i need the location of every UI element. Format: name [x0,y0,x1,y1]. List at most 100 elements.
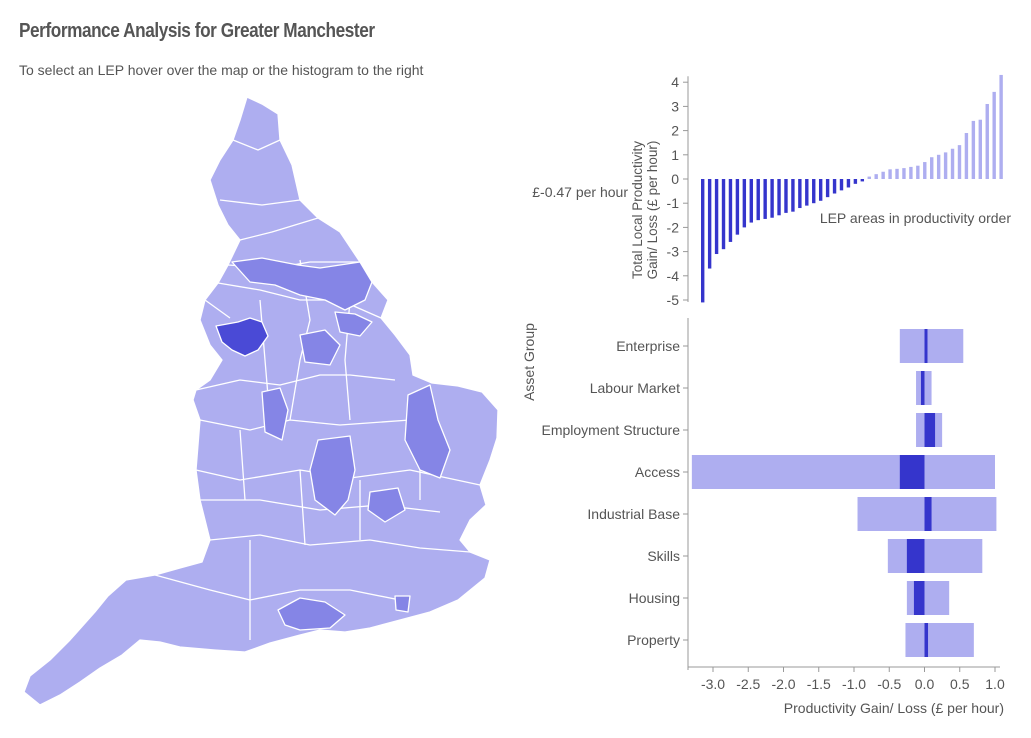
histogram-bar[interactable] [756,179,760,221]
asset-range-bar[interactable] [899,329,964,363]
asset-group-label: Enterprise [616,338,680,354]
histogram-y-tick-label: -4 [667,268,680,284]
asset-range-bar[interactable] [905,623,974,657]
asset-group-label: Skills [647,548,680,564]
histogram-y-tick-label: -5 [667,292,680,308]
map-region-black-country [261,387,289,441]
histogram-bar[interactable] [930,157,934,179]
asset-group-label: Access [635,464,680,480]
histogram-bar[interactable] [860,179,865,182]
histogram-bar[interactable] [784,179,788,213]
histogram-bar[interactable] [999,74,1003,179]
histogram-bar[interactable] [916,165,920,179]
histogram-bar[interactable] [763,179,767,219]
asset-range-bar[interactable] [906,581,950,615]
map-region-north-yorkshire [231,257,373,311]
histogram-bar[interactable] [867,176,871,179]
map-region-humber [334,311,373,337]
asset-value-bar[interactable] [924,497,932,531]
histogram-bar[interactable] [721,179,726,250]
histogram-bar[interactable] [950,148,955,179]
asset-value-bar[interactable] [924,623,929,657]
asset-x-tick-label: -1.0 [842,676,866,692]
histogram-bar[interactable] [923,162,927,179]
histogram-ylabel-line2: Gain/ Loss (£ per hour) [645,141,660,280]
map-england-outline [23,96,499,706]
asset-group-ylabel: Asset Group [521,323,537,401]
asset-value-bar[interactable] [913,581,925,615]
histogram-bar[interactable] [888,169,892,179]
asset-x-tick-label: -3.0 [701,676,725,692]
asset-range-bar[interactable] [887,539,983,573]
histogram-bar[interactable] [770,179,774,218]
map-region-east [404,384,451,479]
histogram-bar[interactable] [846,179,851,188]
histogram-y-tick-label: 1 [671,147,679,163]
lep-histogram-chart[interactable]: Total Local Productivity Gain/ Loss (£ p… [500,60,1031,320]
histogram-bar[interactable] [818,179,823,201]
histogram-bar[interactable] [853,179,858,184]
histogram-bar[interactable] [971,120,976,179]
asset-x-tick-label: -0.5 [877,676,901,692]
histogram-bar[interactable] [839,179,844,191]
map-region-leeds [299,329,341,366]
histogram-bar[interactable] [812,179,816,204]
histogram-bar[interactable] [707,179,712,269]
histogram-y-tick-label: 3 [671,98,679,114]
asset-group-label: Industrial Base [587,506,680,522]
histogram-bar[interactable] [902,168,906,179]
asset-value-bar[interactable] [924,413,936,447]
asset-value-bar[interactable] [906,539,925,573]
histogram-bar[interactable] [964,133,969,179]
histogram-bar[interactable] [701,179,705,303]
map-region-kent [394,595,411,613]
asset-group-label: Employment Structure [542,422,681,438]
asset-xlabel: Productivity Gain/ Loss (£ per hour) [784,700,1004,716]
histogram-y-tick-label: 2 [671,123,679,139]
asset-range-bar[interactable] [691,455,995,489]
map-region-solent [277,597,346,631]
histogram-bar[interactable] [832,179,837,194]
histogram-bar[interactable] [895,168,899,179]
histogram-bar[interactable] [777,179,781,216]
asset-group-label: Housing [629,590,680,606]
histogram-y-tick-label: 4 [671,74,679,90]
histogram-bar[interactable] [728,179,733,242]
asset-x-tick-label: 1.0 [985,676,1005,692]
page-title: Performance Analysis for Greater Manches… [19,20,375,42]
histogram-y-tick-label: -3 [667,244,680,260]
histogram-bar[interactable] [992,91,996,179]
asset-group-chart[interactable]: Asset Group Enterprise Labour Market Emplo… [500,310,1031,738]
map-region-midlands [309,435,356,516]
histogram-bar[interactable] [742,179,747,228]
histogram-xlabel: LEP areas in productivity order [820,210,1012,226]
histogram-bar[interactable] [909,166,913,179]
histogram-bar[interactable] [957,145,962,179]
histogram-bar[interactable] [805,179,809,206]
histogram-bar[interactable] [714,179,719,255]
histogram-bar[interactable] [825,179,830,198]
asset-x-tick-label: 0.5 [950,676,970,692]
histogram-ylabel-line1: Total Local Productivity [630,141,645,279]
asset-value-bar[interactable] [924,329,928,363]
map-region-greater-manchester[interactable] [215,317,269,357]
histogram-bar[interactable] [798,179,802,209]
asset-value-bar[interactable] [920,371,925,405]
asset-x-tick-label: -1.5 [807,676,831,692]
asset-x-tick-label: 0.0 [915,676,935,692]
lep-map[interactable] [0,0,520,738]
histogram-bar[interactable] [978,119,982,179]
histogram-bar[interactable] [881,171,885,179]
histogram-y-tick-label: -1 [667,195,680,211]
histogram-bar[interactable] [943,152,948,179]
histogram-bar[interactable] [874,174,878,179]
histogram-bar[interactable] [749,179,753,223]
histogram-bar[interactable] [791,179,795,212]
histogram-bar[interactable] [985,103,989,179]
page-subtitle: To select an LEP hover over the map or t… [19,62,424,78]
histogram-bar[interactable] [936,154,941,179]
asset-value-bar[interactable] [899,455,925,489]
histogram-annotation: £-0.47 per hour [532,184,628,200]
asset-group-label: Property [627,632,680,648]
histogram-bar[interactable] [735,179,740,235]
